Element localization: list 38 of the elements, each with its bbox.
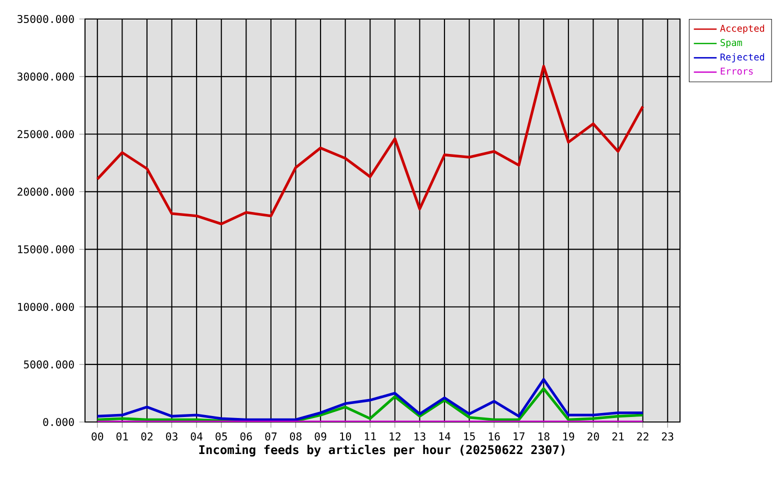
legend-label: Errors (720, 68, 753, 75)
y-tick-label: 10000.000 (18, 302, 74, 311)
x-tick-label: 06 (240, 432, 252, 440)
x-tick-label: 04 (190, 432, 202, 440)
x-tick-label: 14 (439, 432, 450, 440)
y-tick-label: 15000.000 (18, 245, 74, 254)
x-tick-label: 09 (314, 432, 326, 440)
x-tick-label: 03 (166, 432, 178, 440)
x-tick-label: 18 (538, 432, 550, 440)
x-tick-label: 10 (340, 432, 352, 440)
x-tick-label: 16 (488, 432, 500, 440)
x-tick-label: 05 (216, 432, 227, 440)
x-tick-label: 02 (141, 432, 153, 440)
y-tick-label: 25000.000 (18, 130, 74, 138)
x-tick-label: 12 (390, 432, 400, 440)
x-tick-label: 21 (612, 432, 624, 440)
x-tick-label: 07 (265, 432, 277, 440)
legend-label: Rejected (720, 53, 764, 62)
legend-label: Spam (720, 39, 742, 48)
y-tick-label: 35000.000 (18, 14, 74, 24)
y-tick-label: 30000.000 (18, 72, 74, 81)
legend-label: Accepted (720, 24, 764, 34)
x-tick-label: 01 (116, 432, 128, 440)
y-tick-label: 5000.000 (24, 360, 74, 368)
line-series (96, 64, 644, 226)
x-tick-label: 23 (662, 432, 674, 440)
y-tick-label: 0.000 (43, 418, 74, 426)
x-tick-label: 08 (290, 432, 302, 440)
x-tick-label: 22 (637, 432, 648, 440)
y-tick-label: 20000.000 (18, 188, 74, 196)
x-tick-label: 11 (364, 432, 376, 440)
x-tick-label: 15 (464, 432, 475, 440)
x-tick-label: 17 (514, 432, 524, 440)
x-tick-label: 20 (588, 432, 599, 440)
x-tick-label: 00 (92, 432, 104, 440)
x-tick-label: 13 (414, 432, 426, 440)
x-axis-title: Incoming feeds by articles per hour (20250622 2307) (199, 444, 564, 457)
x-tick-label: 19 (563, 432, 574, 440)
